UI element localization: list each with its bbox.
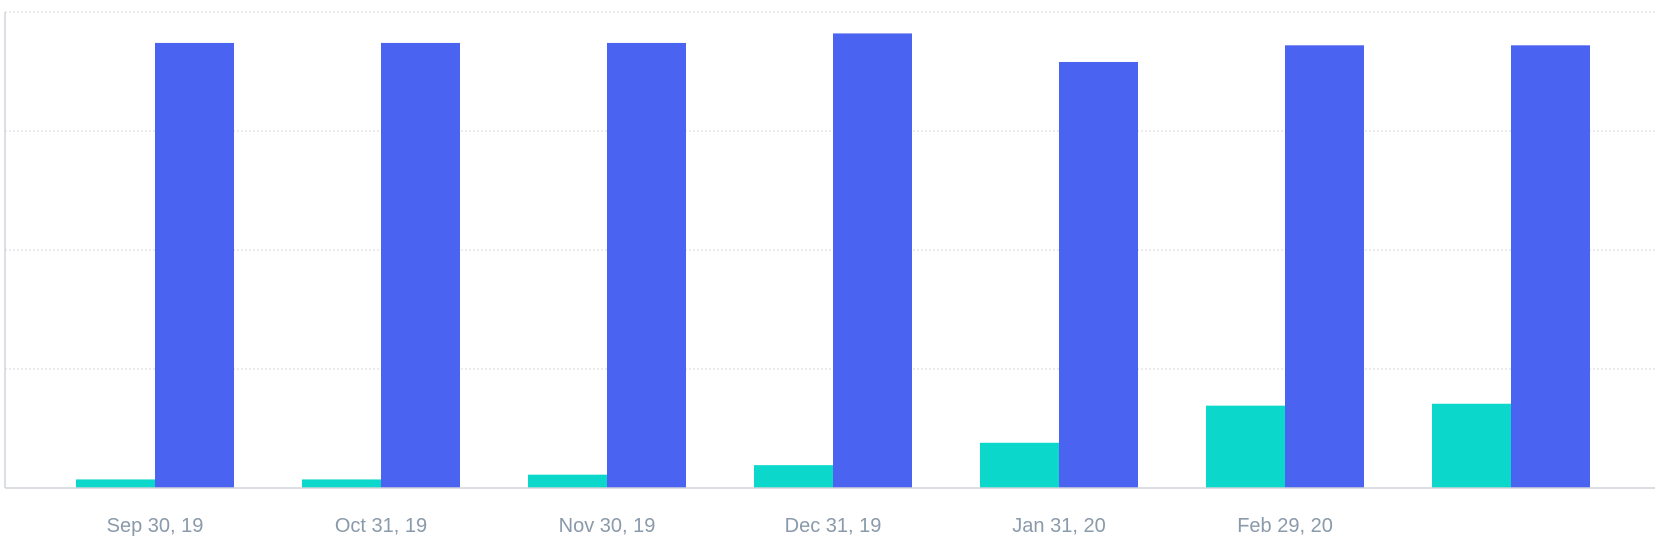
bar-series-2	[1511, 45, 1590, 488]
bar-series-1	[1206, 405, 1285, 488]
x-tick-label: Jan 31, 20	[1012, 515, 1105, 537]
bar-series-2	[381, 42, 460, 488]
bars	[76, 33, 1590, 489]
gridlines	[5, 11, 1655, 370]
bar-series-1	[76, 479, 155, 488]
bar-series-2	[607, 42, 686, 488]
x-tick-labels: Sep 30, 19 Oct 31, 19 Nov 30, 19 Dec 31, 19…	[107, 515, 1333, 537]
x-tick-label: Feb 29, 20	[1237, 515, 1333, 537]
bar-series-2	[1059, 61, 1138, 488]
bar-series-1	[528, 474, 607, 488]
bar-series-2	[1285, 45, 1364, 488]
bar-series-1	[1432, 403, 1511, 488]
x-tick-label: Dec 31, 19	[785, 515, 882, 537]
bar-series-1	[980, 442, 1059, 488]
bar-series-2	[155, 42, 234, 488]
bar-series-2	[833, 33, 912, 489]
bar-series-1	[754, 465, 833, 488]
x-tick-label: Nov 30, 19	[559, 515, 656, 537]
bar-series-1	[302, 479, 381, 488]
x-tick-label: Oct 31, 19	[335, 515, 427, 537]
x-tick-label: Sep 30, 19	[107, 515, 204, 537]
